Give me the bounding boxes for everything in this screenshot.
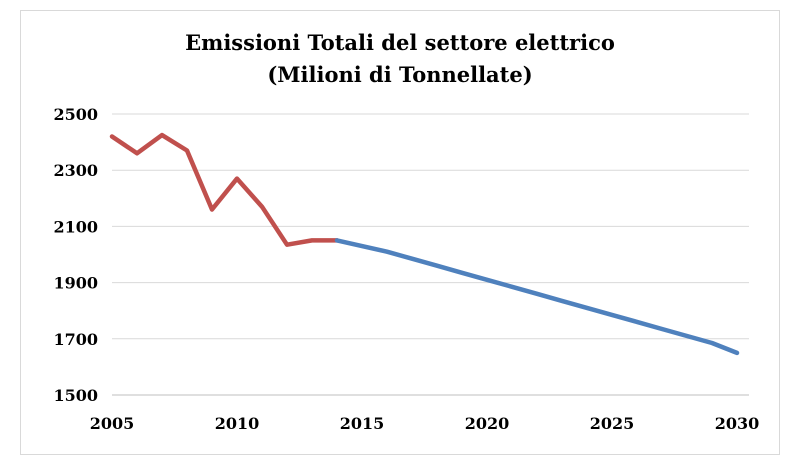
data-point xyxy=(485,278,489,282)
y-tick-label: 2100 xyxy=(53,217,98,236)
series-lines xyxy=(109,132,740,356)
y-axis-tick-labels: 2500 2300 2100 1900 1700 1500 xyxy=(53,105,98,405)
x-tick-label: 2010 xyxy=(215,414,260,433)
x-tick-label: 2030 xyxy=(715,414,760,433)
data-point xyxy=(560,299,564,303)
data-point xyxy=(160,133,164,137)
data-point xyxy=(310,238,314,242)
chart-frame xyxy=(20,10,780,455)
data-point xyxy=(660,327,664,331)
x-axis-tick-labels: 2005 2010 2015 2020 2025 2030 xyxy=(90,414,760,433)
data-point xyxy=(610,313,614,317)
x-tick-label: 2005 xyxy=(90,414,135,433)
data-point xyxy=(210,207,214,211)
x-tick-label: 2020 xyxy=(465,414,510,433)
x-tick-label: 2015 xyxy=(340,414,385,433)
data-point xyxy=(260,205,264,209)
data-point xyxy=(735,351,739,355)
data-point xyxy=(435,264,439,268)
data-point xyxy=(460,271,464,275)
data-point xyxy=(510,285,514,289)
data-point xyxy=(185,148,189,152)
data-point xyxy=(585,306,589,310)
y-tick-label: 1500 xyxy=(53,386,98,405)
y-tick-label: 1900 xyxy=(53,274,98,293)
data-point xyxy=(360,244,364,248)
gridlines xyxy=(112,113,749,340)
data-point xyxy=(685,334,689,338)
data-point xyxy=(410,257,414,261)
y-tick-label: 2500 xyxy=(53,105,98,124)
series-line-2 xyxy=(334,238,740,356)
data-point xyxy=(535,292,539,296)
y-tick-label: 2300 xyxy=(53,161,98,180)
x-tick-label: 2025 xyxy=(590,414,635,433)
data-point xyxy=(710,341,714,345)
chart-title: Emissioni Totali del settore elettrico xyxy=(185,30,615,55)
data-point xyxy=(335,238,339,242)
series-line-1 xyxy=(109,132,340,247)
data-point xyxy=(135,151,139,155)
chart-subtitle: (Milioni di Tonnellate) xyxy=(267,62,532,87)
data-point xyxy=(635,320,639,324)
data-point xyxy=(110,134,114,138)
data-point xyxy=(385,250,389,254)
y-tick-label: 1700 xyxy=(53,330,98,349)
data-point xyxy=(235,176,239,180)
data-point xyxy=(285,243,289,247)
